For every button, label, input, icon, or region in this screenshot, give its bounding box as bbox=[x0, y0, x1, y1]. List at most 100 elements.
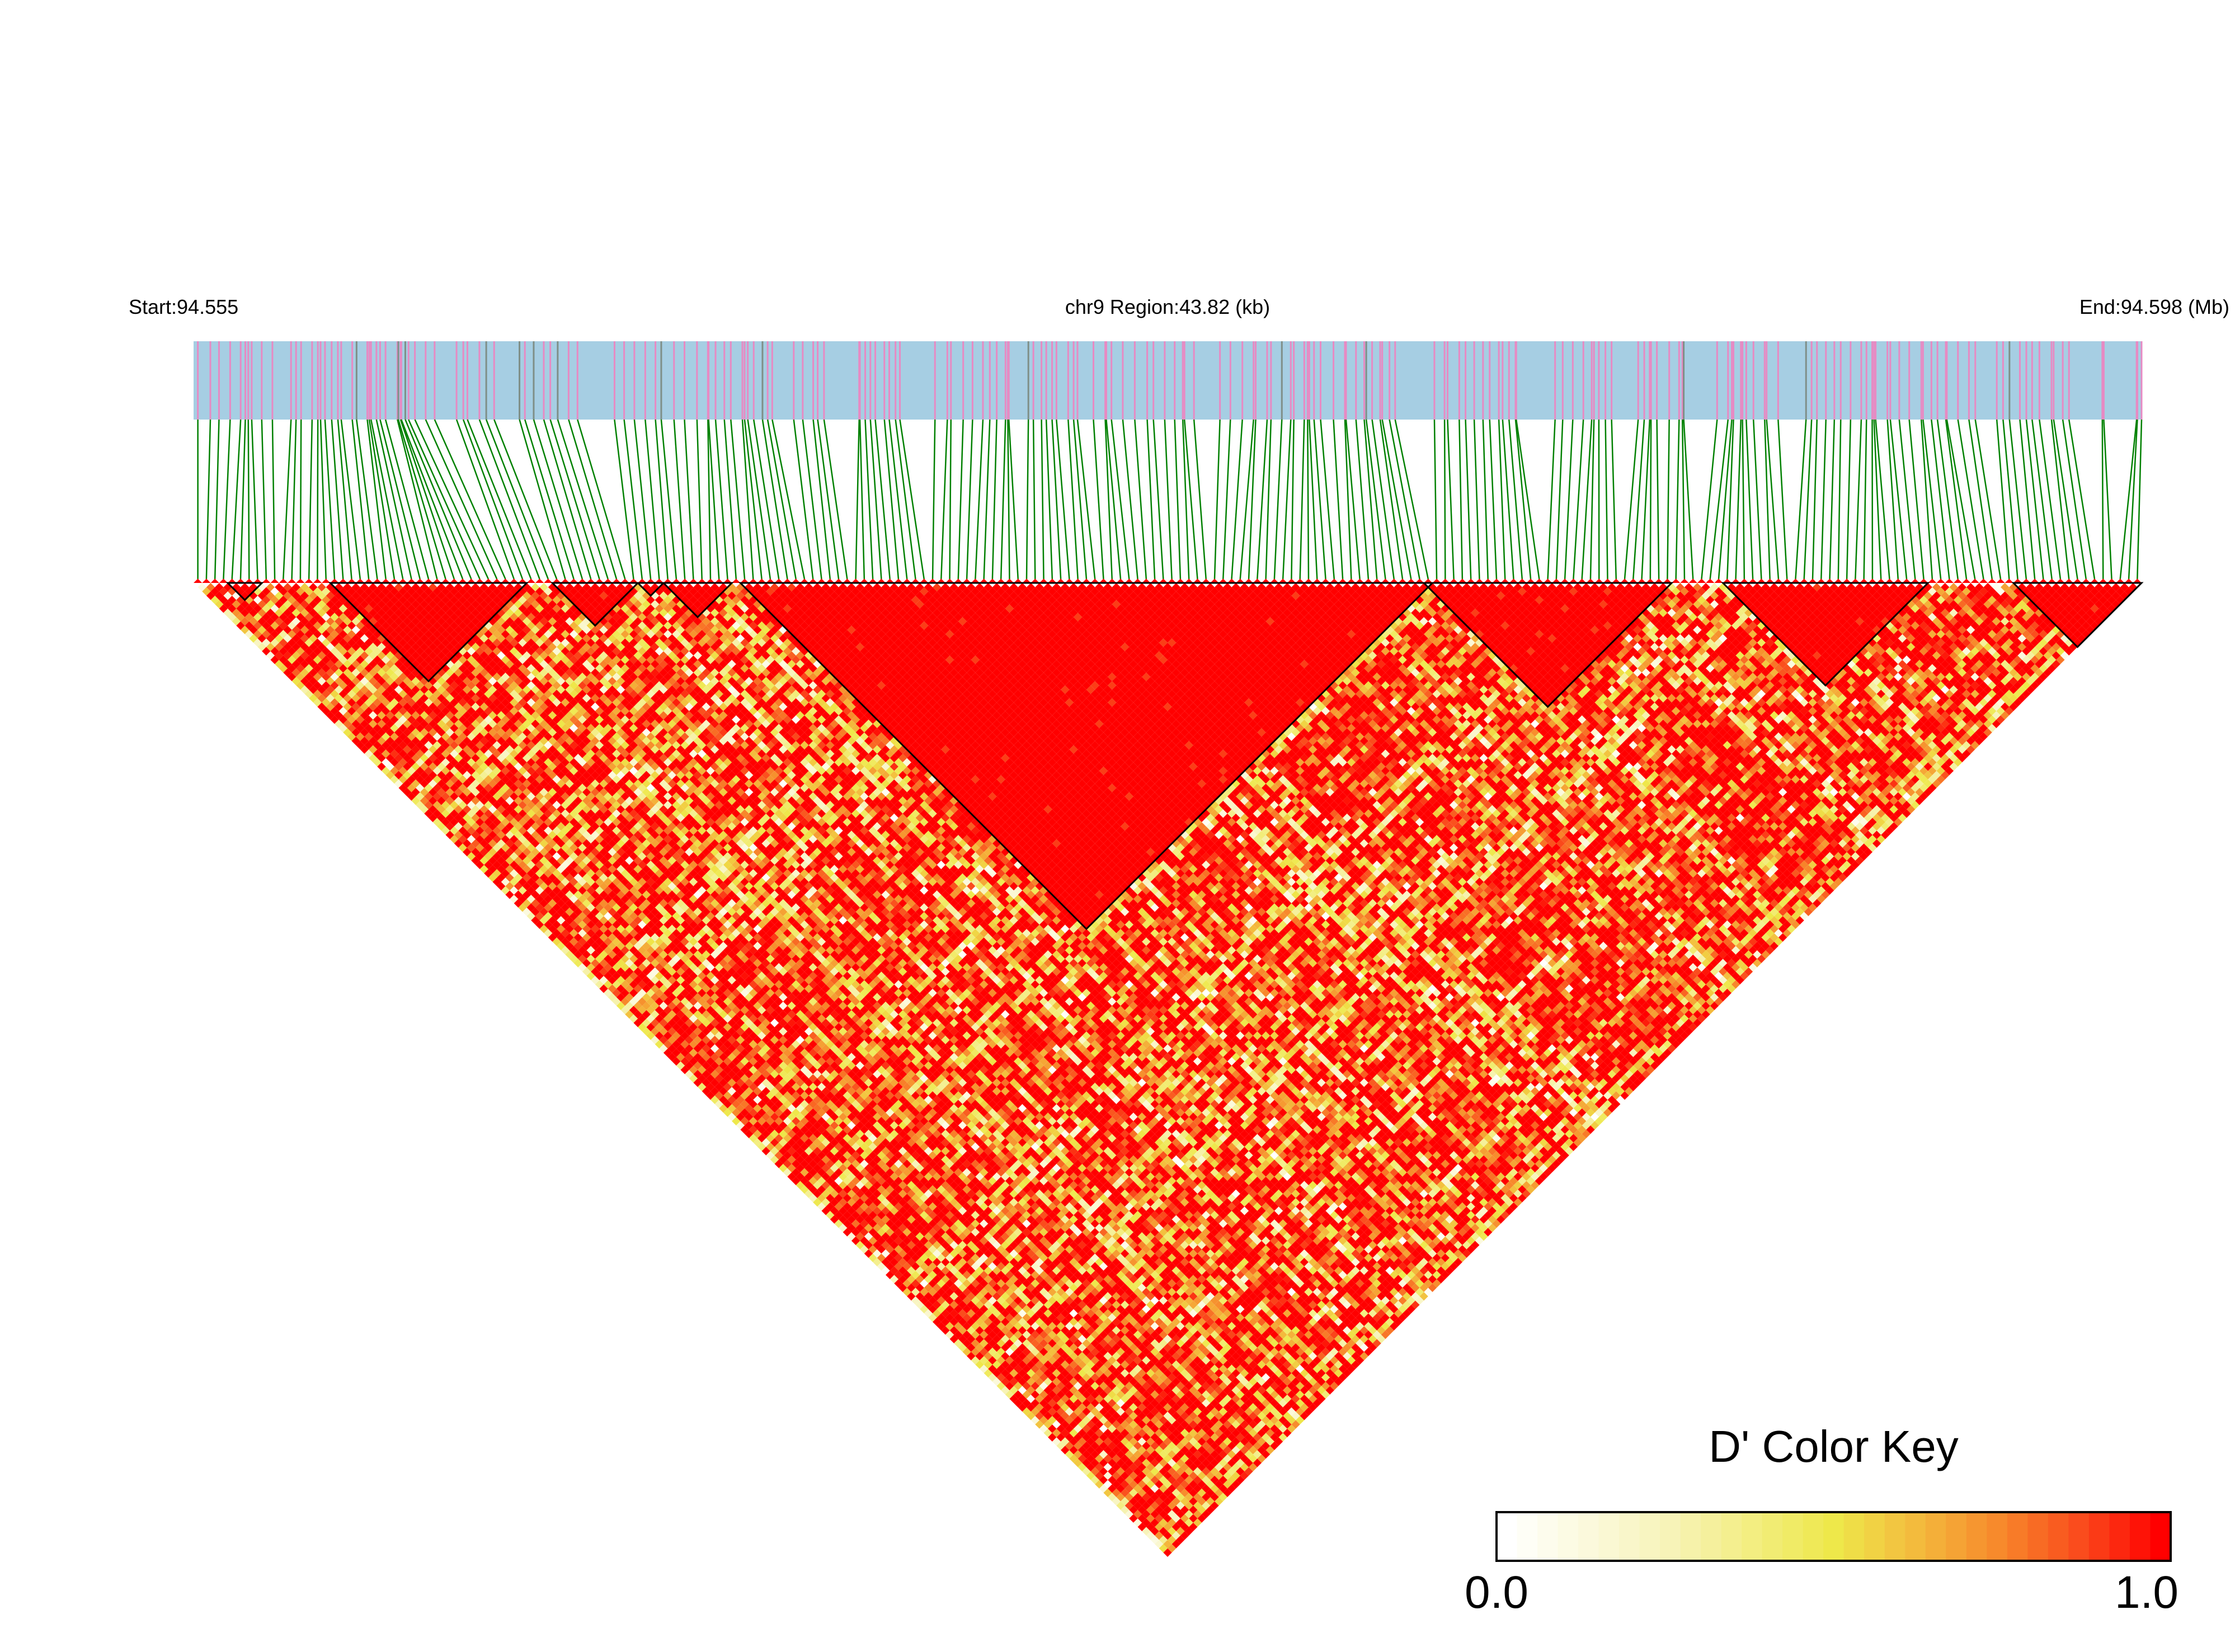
ld-diagonal-cell bbox=[1218, 578, 1227, 583]
ld-diagonal-cell bbox=[561, 578, 570, 583]
ld-diagonal-cell bbox=[381, 578, 390, 583]
ld-cell bbox=[1599, 583, 1608, 592]
snp-connector bbox=[869, 419, 882, 580]
ld-cell bbox=[1513, 583, 1522, 592]
ld-diagonal-cell bbox=[356, 578, 365, 583]
snp-connector bbox=[707, 419, 712, 580]
ld-diagonal-cell bbox=[484, 578, 493, 583]
ld-diagonal-cell bbox=[1885, 578, 1894, 583]
snp-connector bbox=[1122, 419, 1138, 580]
ld-cell bbox=[1804, 583, 1813, 592]
snp-connector bbox=[883, 419, 900, 580]
ld-diagonal-cell bbox=[535, 578, 544, 583]
snp-connector bbox=[1443, 419, 1446, 580]
ld-diagonal-cell bbox=[1321, 578, 1330, 583]
ld-cell bbox=[1249, 583, 1258, 592]
snp-connector bbox=[761, 419, 788, 580]
ld-diagonal-cell bbox=[886, 578, 895, 583]
ld-diagonal-cell bbox=[578, 578, 587, 583]
snp-connector bbox=[375, 419, 412, 580]
snp-connector bbox=[633, 419, 652, 580]
snp-connector bbox=[1051, 419, 1062, 580]
ld-diagonal-cell bbox=[552, 578, 561, 583]
ld-diagonal-cell bbox=[253, 578, 262, 583]
snp-connector bbox=[874, 419, 891, 580]
ld-cell bbox=[1616, 583, 1625, 592]
ld-diagonal-cell bbox=[287, 578, 297, 583]
snp-connector bbox=[1889, 419, 1908, 580]
ld-cell bbox=[1838, 583, 1847, 592]
snp-connector bbox=[1735, 419, 1742, 580]
ld-diagonal-cell bbox=[347, 578, 356, 583]
ld-diagonal-cell bbox=[834, 578, 843, 583]
snp-connector bbox=[655, 419, 669, 580]
ld-diagonal-cell bbox=[1552, 578, 1561, 583]
ld-diagonal-cell bbox=[2082, 578, 2091, 583]
ld-cell bbox=[2043, 583, 2052, 592]
ld-cell bbox=[1257, 583, 1266, 592]
ld-diagonal-cell bbox=[1500, 578, 1509, 583]
snp-connector bbox=[425, 419, 498, 580]
ld-diagonal-cell bbox=[1834, 578, 1843, 583]
ld-diagonal-cell bbox=[1244, 578, 1253, 583]
snp-connector bbox=[366, 419, 387, 580]
ld-diagonal-cell bbox=[1996, 578, 2005, 583]
ld-cell bbox=[2026, 583, 2035, 592]
snp-connector bbox=[1624, 419, 1639, 580]
snp-connector bbox=[1045, 419, 1053, 580]
snp-connector bbox=[1675, 419, 1680, 580]
ld-cell bbox=[1941, 583, 1950, 592]
ld-diagonal-cell bbox=[1808, 578, 1817, 583]
snp-connector bbox=[1573, 419, 1584, 580]
ld-diagonal-cell bbox=[1031, 578, 1039, 583]
snp-connectors bbox=[197, 419, 2143, 580]
snp-connector bbox=[931, 419, 936, 580]
snp-connector bbox=[1072, 419, 1088, 580]
snp-connector bbox=[2031, 419, 2053, 580]
snp-connector bbox=[644, 419, 660, 580]
ld-cell bbox=[1753, 583, 1762, 592]
ld-diagonal-cell bbox=[843, 578, 851, 583]
ld-diagonal-cell bbox=[2030, 578, 2039, 583]
ld-diagonal-cell bbox=[962, 578, 971, 583]
ld-cell bbox=[1932, 583, 1941, 592]
ld-diagonal-cell bbox=[1304, 578, 1313, 583]
ld-cell bbox=[1889, 583, 1898, 592]
ld-cell bbox=[1437, 583, 1446, 592]
snp-connector bbox=[1104, 419, 1113, 580]
snp-connector bbox=[744, 419, 763, 580]
snp-connector bbox=[1056, 419, 1070, 580]
ld-diagonal-cell bbox=[1202, 578, 1211, 583]
ld-cell bbox=[1539, 583, 1548, 592]
snp-connector bbox=[812, 419, 831, 580]
snp-connector bbox=[614, 419, 634, 580]
snp-connector bbox=[1873, 419, 1882, 580]
ld-diagonal-cell bbox=[1518, 578, 1527, 583]
ld-diagonal-cell bbox=[1159, 578, 1168, 583]
ld-diagonal-cell bbox=[1714, 578, 1723, 583]
ld-diagonal-cell bbox=[1184, 578, 1193, 583]
ld-diagonal-cell bbox=[663, 578, 672, 583]
ld-cell bbox=[1488, 583, 1497, 592]
snp-connector bbox=[859, 419, 865, 580]
snp-connector bbox=[397, 419, 438, 580]
snp-connector bbox=[714, 419, 728, 580]
snp-connector bbox=[519, 419, 566, 580]
ld-diagonal-cell bbox=[1330, 578, 1339, 583]
snp-connector bbox=[1257, 419, 1268, 580]
ld-diagonal-cell bbox=[851, 578, 860, 583]
snp-connector bbox=[368, 419, 396, 580]
ld-diagonal-cell bbox=[1296, 578, 1305, 583]
ld-cell bbox=[1590, 583, 1599, 592]
ld-diagonal-cell bbox=[1688, 578, 1697, 583]
snp-connector bbox=[949, 419, 952, 580]
snp-connector bbox=[1307, 419, 1310, 580]
ld-cell bbox=[1556, 583, 1565, 592]
ld-diagonal-cell bbox=[1099, 578, 1108, 583]
snp-connector bbox=[1649, 419, 1652, 580]
ld-diagonal-cell bbox=[1663, 578, 1672, 583]
ld-cell bbox=[1180, 583, 1189, 592]
ld-cell bbox=[1377, 583, 1386, 592]
ld-cell bbox=[1359, 583, 1368, 592]
ld-cell bbox=[1710, 583, 1719, 592]
